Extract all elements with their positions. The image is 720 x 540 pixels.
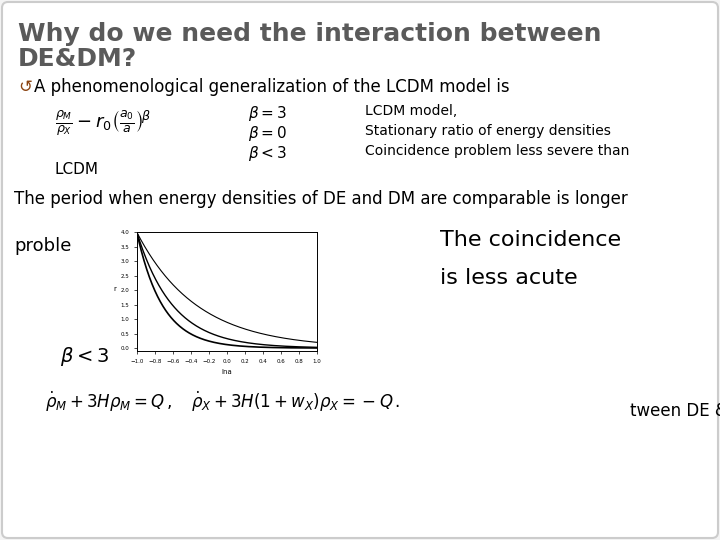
Text: DE&DM?: DE&DM? [18,47,138,71]
Text: ↺: ↺ [18,78,32,96]
Text: The period when energy densities of DE and DM are comparable is longer: The period when energy densities of DE a… [14,190,628,208]
Text: The coincidence: The coincidence [440,230,621,250]
Text: A phenomenological generalization of the LCDM model is: A phenomenological generalization of the… [34,78,510,96]
Y-axis label: r: r [114,286,117,292]
X-axis label: lna: lna [222,369,232,375]
Text: Stationary ratio of energy densities: Stationary ratio of energy densities [365,124,611,138]
Text: proble: proble [14,237,71,255]
Text: tween DE & DM: tween DE & DM [630,402,720,420]
Text: Coincidence problem less severe than: Coincidence problem less severe than [365,144,629,158]
Text: LCDM model,: LCDM model, [365,104,457,118]
Text: Why do we need the interaction between: Why do we need the interaction between [18,22,601,46]
Text: is less acute: is less acute [440,268,577,288]
Text: $\beta < 3$: $\beta < 3$ [60,345,109,368]
Text: $\beta < 3$: $\beta < 3$ [248,144,287,163]
Text: $\beta = 3$: $\beta = 3$ [248,104,287,123]
Text: $\frac{\rho_M}{\rho_X} - r_0 \left(\frac{a_0}{a}\right)^{\!\beta}$: $\frac{\rho_M}{\rho_X} - r_0 \left(\frac… [55,108,151,138]
Text: $\beta = 0$: $\beta = 0$ [248,124,287,143]
Text: LCDM: LCDM [55,162,99,177]
Text: $\dot{\rho}_M + 3H\rho_M = Q\,, \quad \dot{\rho}_X + 3H\left(1+w_X\right)\rho_X : $\dot{\rho}_M + 3H\rho_M = Q\,, \quad \d… [45,390,400,414]
